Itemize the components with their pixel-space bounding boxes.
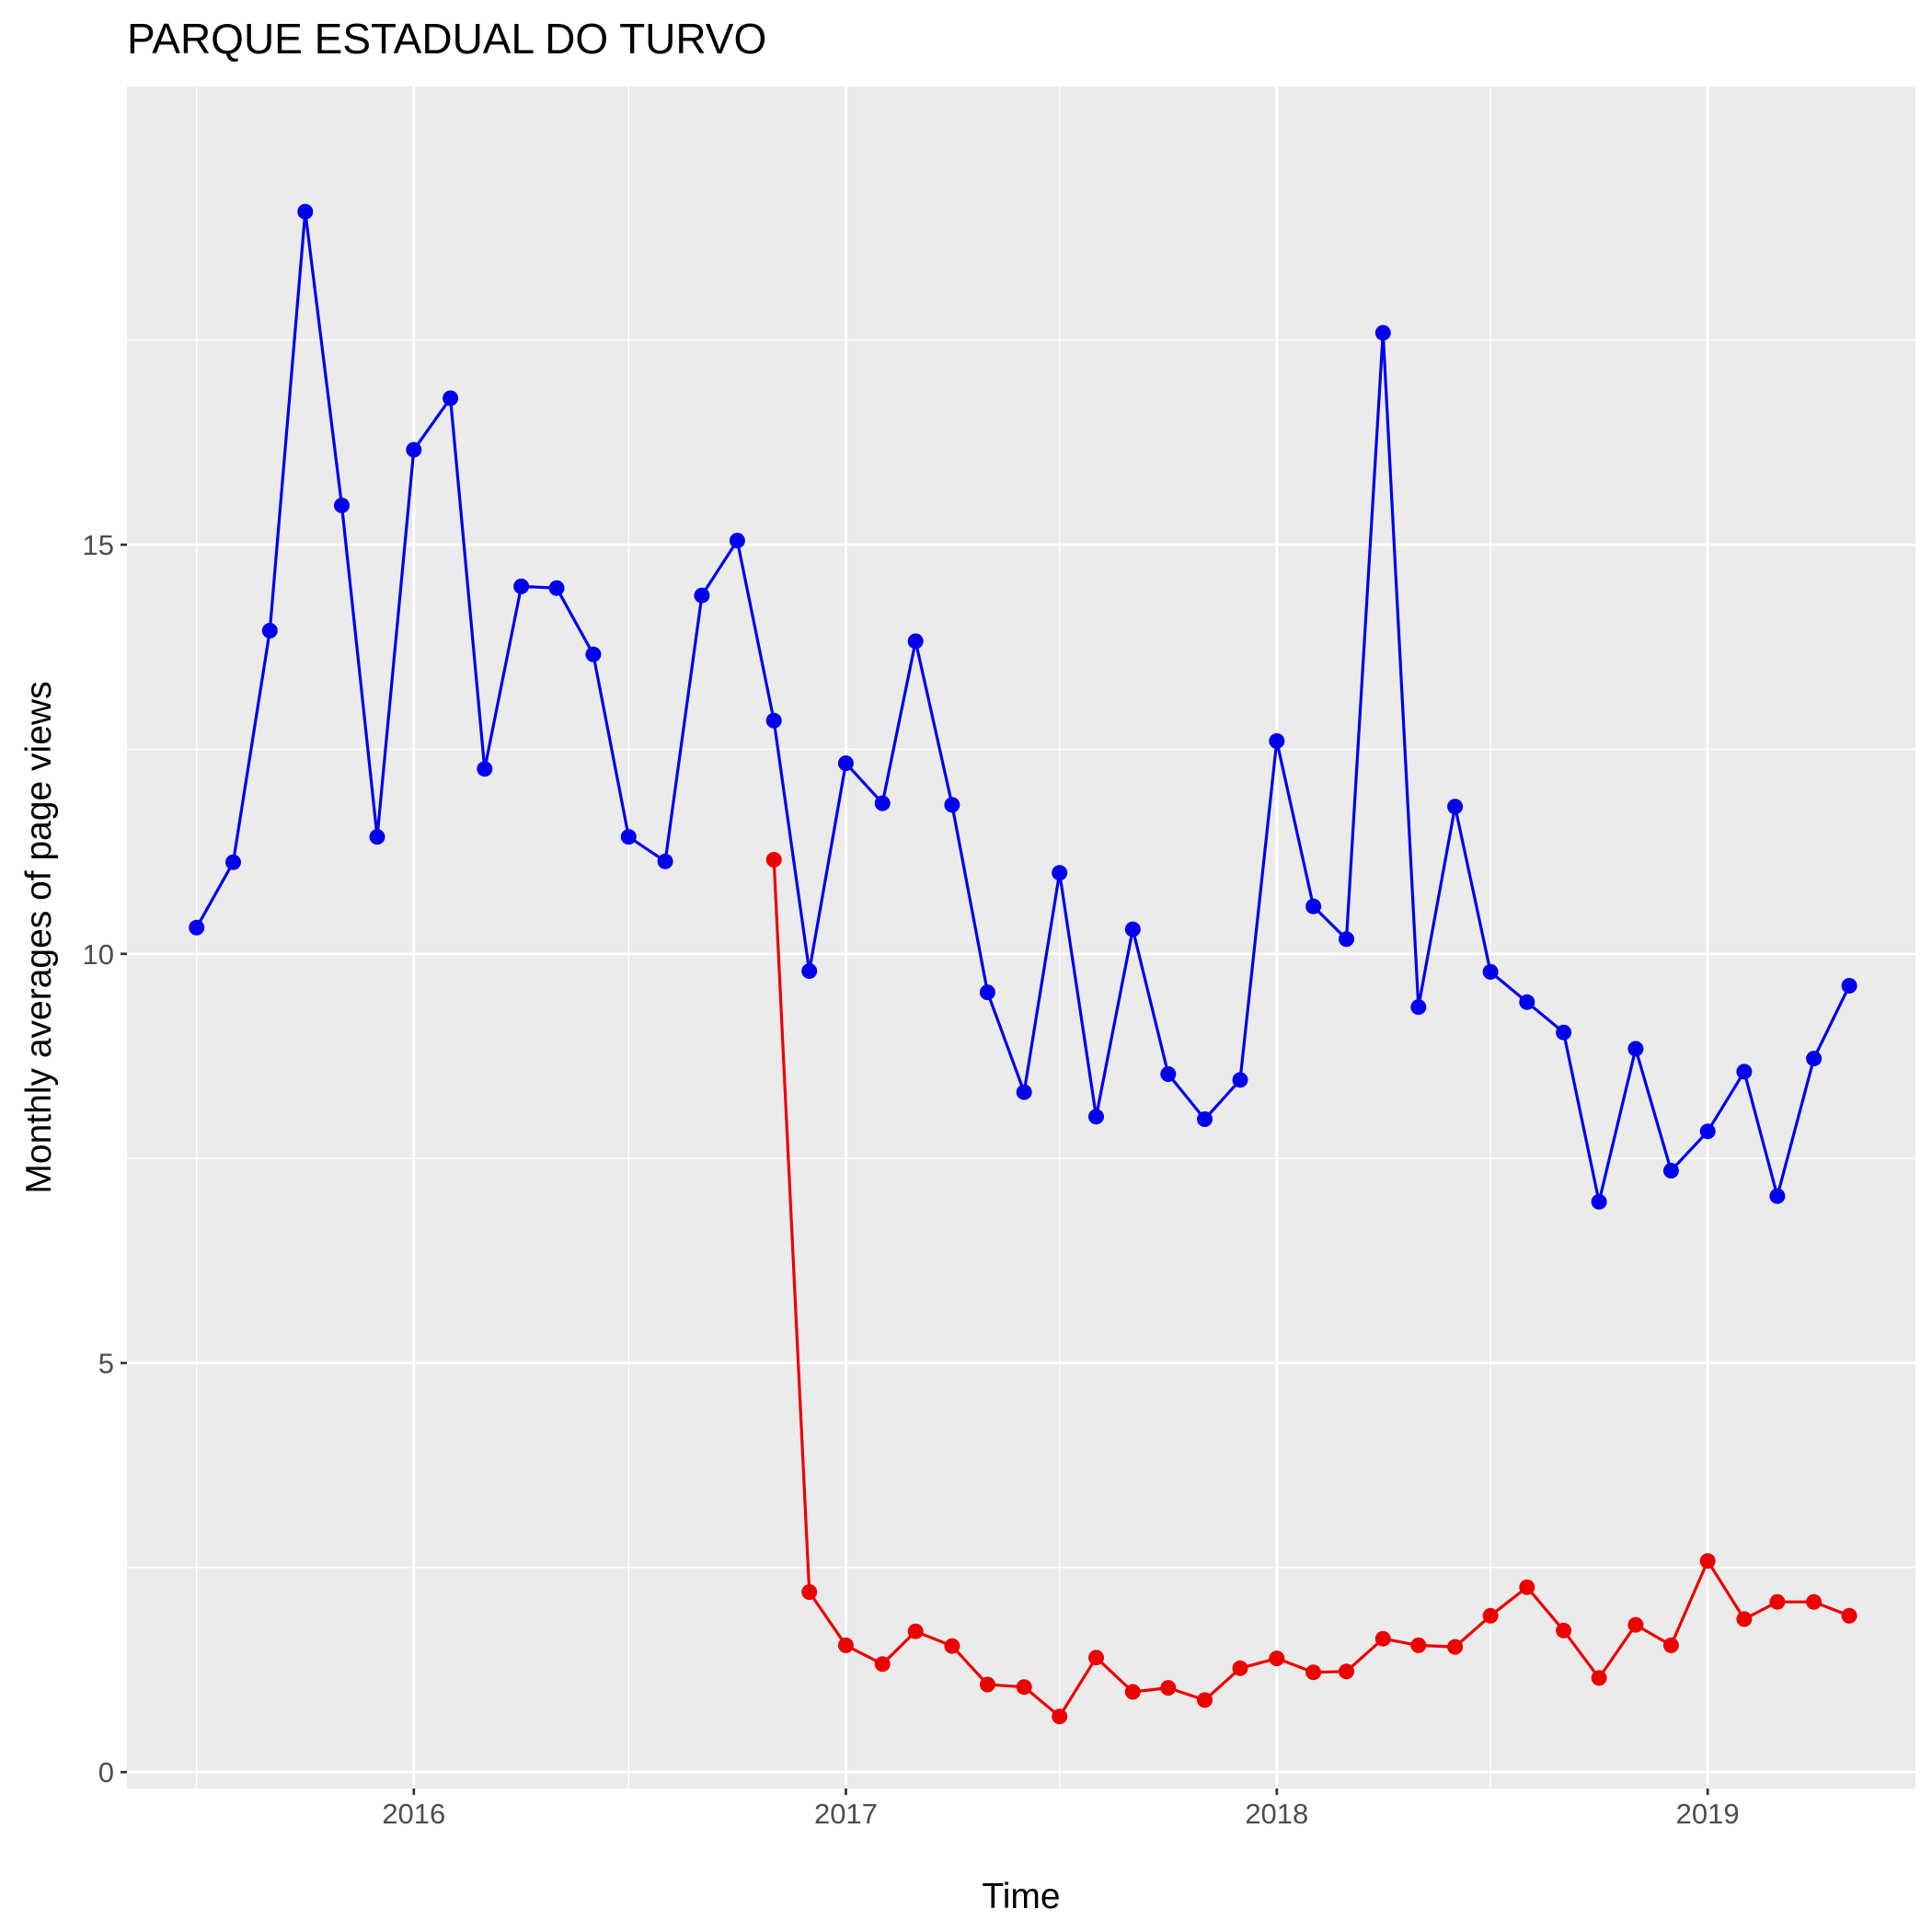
data-point (1016, 1084, 1032, 1100)
y-tick-label: 0 (98, 1756, 114, 1788)
data-point (1662, 1163, 1679, 1179)
data-point (1160, 1680, 1177, 1696)
data-point (1591, 1193, 1607, 1210)
series-group (189, 203, 1857, 1725)
x-tick-label: 2017 (814, 1798, 878, 1830)
data-point (1447, 799, 1464, 815)
data-point (1841, 978, 1857, 994)
y-tick-label: 15 (83, 529, 114, 561)
data-point (801, 1584, 818, 1600)
data-point (1841, 1607, 1857, 1624)
data-point (1627, 1616, 1644, 1633)
data-point (765, 712, 782, 729)
data-point (477, 761, 493, 777)
series-2 (765, 852, 1857, 1725)
data-point (1232, 1660, 1248, 1676)
data-point (837, 1637, 854, 1653)
gridlines (127, 86, 1915, 1788)
data-point (657, 853, 673, 869)
data-point (907, 1623, 924, 1639)
data-point (1662, 1637, 1679, 1653)
data-point (1556, 1024, 1572, 1041)
data-point (261, 623, 278, 638)
data-point (874, 1656, 891, 1673)
data-point (225, 854, 241, 870)
data-point (944, 1638, 960, 1654)
data-point (1269, 1650, 1285, 1667)
data-point (1736, 1064, 1753, 1080)
data-point (837, 755, 854, 772)
data-point (1769, 1593, 1786, 1610)
data-point (1160, 1066, 1177, 1082)
data-point (189, 919, 205, 936)
data-point (1088, 1109, 1104, 1125)
x-tick-label: 2016 (382, 1798, 445, 1830)
data-point (944, 797, 960, 813)
data-point (1088, 1650, 1104, 1666)
series-1 (189, 203, 1857, 1210)
data-point (1519, 1579, 1535, 1595)
data-point (369, 829, 385, 845)
data-point (1124, 1684, 1141, 1700)
data-point (1482, 963, 1499, 980)
data-point (1699, 1123, 1716, 1140)
data-point (979, 1676, 995, 1693)
y-tick-label: 10 (83, 938, 114, 971)
data-point (1699, 1553, 1716, 1570)
data-point (1806, 1593, 1823, 1610)
data-point (548, 580, 565, 596)
data-point (1305, 1664, 1322, 1681)
data-point (729, 533, 745, 549)
data-point (694, 587, 710, 604)
data-point (1556, 1622, 1572, 1639)
data-point (874, 795, 891, 811)
plot-panel (127, 86, 1915, 1788)
data-point (1197, 1111, 1213, 1127)
data-point (1197, 1692, 1213, 1708)
data-point (443, 390, 459, 407)
x-tick-label: 2018 (1245, 1798, 1308, 1830)
y-axis-title: Monthly averages of page views (19, 681, 59, 1193)
data-point (620, 829, 637, 845)
data-point (1736, 1611, 1753, 1627)
data-point (979, 984, 995, 1001)
data-point (1052, 865, 1068, 881)
chart-title: PARQUE ESTADUAL DO TURVO (127, 15, 766, 63)
data-point (1305, 898, 1322, 914)
data-point (1410, 999, 1427, 1016)
data-point (1627, 1041, 1644, 1057)
data-point (1482, 1607, 1499, 1624)
data-point (334, 497, 350, 513)
data-point (1806, 1051, 1823, 1067)
data-point (1052, 1708, 1068, 1725)
data-point (1124, 921, 1141, 937)
data-point (297, 203, 314, 220)
data-point (765, 852, 782, 868)
data-point (1339, 1663, 1354, 1680)
x-axis-title: Time (982, 1877, 1060, 1916)
data-point (1016, 1679, 1032, 1696)
data-point (513, 578, 530, 594)
data-point (1591, 1670, 1607, 1686)
x-tick-label: 2019 (1676, 1798, 1740, 1830)
data-point (585, 646, 602, 662)
data-point (1374, 325, 1391, 341)
data-point (1519, 994, 1535, 1010)
axes: 2016 2017 2018 2019 0 5 10 15 (83, 529, 1740, 1830)
data-point (801, 963, 818, 979)
data-point (1447, 1639, 1464, 1655)
data-point (907, 633, 924, 650)
data-point (1769, 1188, 1786, 1204)
data-point (406, 442, 422, 458)
data-point (1269, 733, 1285, 749)
data-point (1339, 931, 1354, 948)
y-tick-label: 5 (98, 1348, 114, 1380)
data-point (1410, 1637, 1427, 1653)
data-point (1232, 1072, 1248, 1088)
data-point (1374, 1630, 1391, 1647)
